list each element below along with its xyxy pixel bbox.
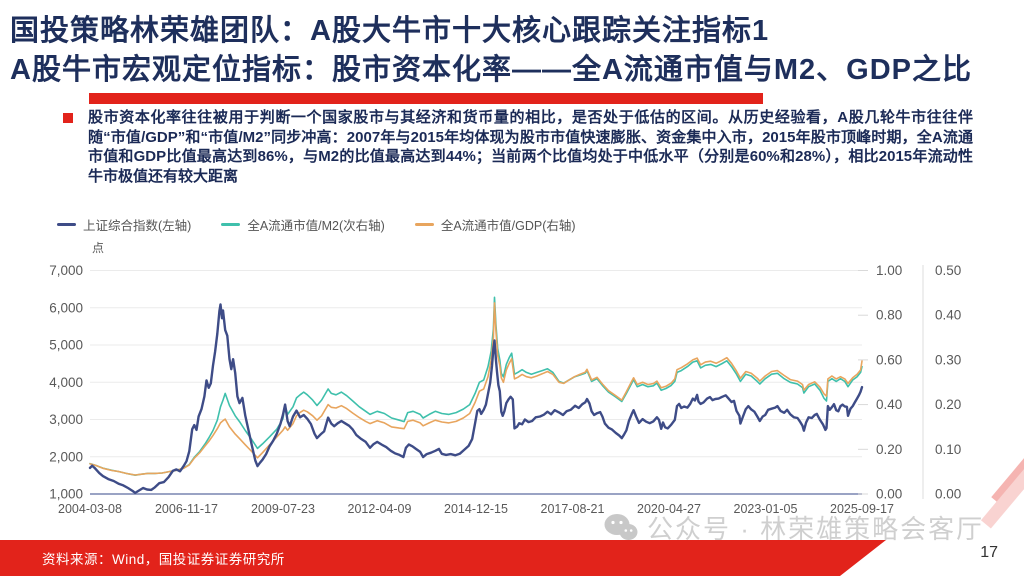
watermark-text: 公众号 · 林荣雄策略会客厅 bbox=[647, 514, 985, 544]
axis-tick-label: 0.10 bbox=[935, 442, 961, 457]
axis-tick-label: 0.00 bbox=[876, 487, 902, 502]
page-title: 国投策略林荣雄团队：A股大牛市十大核心跟踪关注指标1 A股牛市宏观定位指标：股市… bbox=[10, 12, 1020, 90]
axis-tick-label: 6,000 bbox=[49, 300, 83, 315]
title-line-2: A股牛市宏观定位指标：股市资本化率——全A流通市值与M2、GDP之比 bbox=[10, 54, 973, 86]
title-line-1: 国投策略林荣雄团队：A股大牛市十大核心跟踪关注指标1 bbox=[10, 15, 770, 47]
y-axis-unit-label: 点 bbox=[92, 241, 105, 255]
axis-tick-label: 2,000 bbox=[49, 449, 83, 464]
gdp-line-swatch-icon bbox=[414, 223, 434, 226]
axis-tick-label: 0.40 bbox=[876, 397, 902, 412]
axis-tick-label: 0.60 bbox=[876, 352, 902, 367]
axis-tick-label: 4,000 bbox=[49, 375, 83, 390]
axis-tick-label: 7,000 bbox=[49, 263, 83, 278]
series-line-left bbox=[88, 303, 864, 495]
axis-tick-label: 2017-08-21 bbox=[541, 502, 605, 516]
legend-item-mcap-m2: 全A流通市值/M2(次右轴) bbox=[221, 215, 385, 234]
legend-item-mcap-gdp: 全A流通市值/GDP(右轴) bbox=[414, 215, 576, 234]
axis-tick-label: 0.30 bbox=[935, 352, 961, 367]
source-note: 资料来源：Wind，国投证券证券研究所 bbox=[42, 552, 285, 567]
axis-tick-label: 0.50 bbox=[935, 263, 961, 278]
bullet-square-icon bbox=[63, 113, 73, 123]
axis-tick-label: 2004-03-08 bbox=[58, 502, 122, 516]
axis-tick-label: 3,000 bbox=[49, 412, 83, 427]
title-underline-bar bbox=[89, 93, 763, 104]
axis-tick-label: 2020-04-27 bbox=[637, 502, 701, 516]
axis-tick-label: 2014-12-15 bbox=[444, 502, 508, 516]
legend-item-sse-index: 上证综合指数(左轴) bbox=[57, 215, 191, 234]
axis-tick-label: 2012-04-09 bbox=[348, 502, 412, 516]
m2-line-swatch-icon bbox=[221, 223, 241, 226]
legend-label: 全A流通市值/M2(次右轴) bbox=[247, 219, 385, 233]
chart-legend: 上证综合指数(左轴) 全A流通市值/M2(次右轴) 全A流通市值/GDP(右轴) bbox=[57, 215, 576, 234]
series-line-right1 bbox=[89, 302, 863, 476]
axis-tick-label: 2025-09-17 bbox=[830, 502, 894, 516]
legend-label: 全A流通市值/GDP(右轴) bbox=[440, 219, 576, 233]
wechat-icon bbox=[604, 514, 638, 540]
axis-tick-label: 2023-01-05 bbox=[734, 502, 798, 516]
axis-tick-label: 1.00 bbox=[876, 263, 902, 278]
axis-tick-label: 0.00 bbox=[935, 487, 961, 502]
axis-tick-label: 0.40 bbox=[935, 308, 961, 323]
axis-tick-label: 5,000 bbox=[49, 338, 83, 353]
axis-tick-label: 0.20 bbox=[876, 442, 902, 457]
watermark: 公众号 · 林荣雄策略会客厅 bbox=[604, 509, 984, 546]
page-number: 17 bbox=[980, 544, 998, 561]
footer-banner: 资料来源：Wind，国投证券证券研究所 bbox=[0, 540, 886, 576]
key-point-block: 股市资本化率往往被用于判断一个国家股市与其经济和货币量的相比，是否处于低估的区间… bbox=[63, 108, 983, 186]
sse-line-swatch-icon bbox=[57, 223, 76, 226]
corner-decoration bbox=[978, 450, 1024, 540]
bullet-paragraph: 股市资本化率往往被用于判断一个国家股市与其经济和货币量的相比，是否处于低估的区间… bbox=[88, 109, 973, 185]
axis-tick-label: 1,000 bbox=[49, 487, 83, 502]
legend-label: 上证综合指数(左轴) bbox=[83, 219, 192, 233]
axis-tick-label: 2009-07-23 bbox=[251, 502, 315, 516]
axis-tick-label: 0.20 bbox=[935, 397, 961, 412]
axis-tick-label: 0.80 bbox=[876, 308, 902, 323]
axis-tick-label: 2006-11-17 bbox=[155, 502, 218, 516]
